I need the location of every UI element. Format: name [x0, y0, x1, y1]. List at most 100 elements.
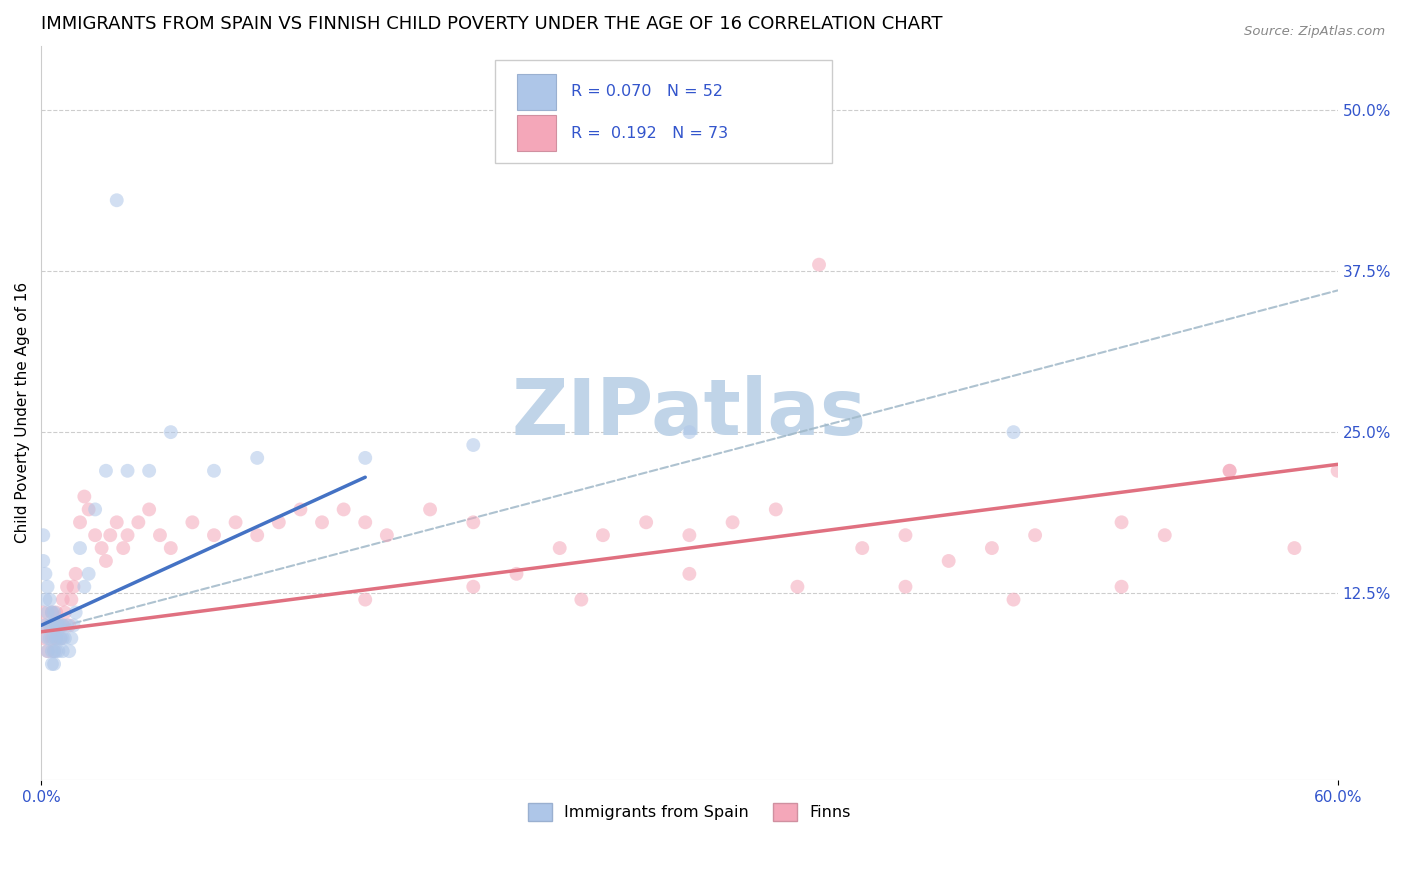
Point [45, 618, 67, 632]
Point [41, 644, 63, 658]
Point [60, 592, 83, 607]
Point [48, 644, 70, 658]
Point [45, 644, 67, 658]
Point [419, 502, 441, 516]
Point [721, 516, 744, 530]
Point [246, 450, 269, 465]
Point [52, 618, 75, 632]
Point [98, 528, 121, 542]
Point [32, 606, 55, 620]
Point [1002, 425, 1025, 439]
Point [138, 464, 160, 478]
Point [636, 516, 658, 530]
Point [159, 425, 181, 439]
Point [138, 502, 160, 516]
Point [52, 644, 75, 658]
Point [332, 502, 354, 516]
Point [1219, 464, 1241, 478]
Point [32, 528, 55, 542]
Point [41, 618, 63, 632]
Point [38, 592, 60, 607]
Point [105, 193, 128, 207]
Point [290, 502, 312, 516]
Point [58, 618, 80, 632]
Point [41, 606, 63, 620]
Point [34, 566, 56, 581]
Point [48, 632, 70, 646]
Point [159, 541, 181, 555]
Point [1219, 464, 1241, 478]
Point [463, 580, 485, 594]
Point [69, 541, 91, 555]
Point [45, 632, 67, 646]
Point [73, 580, 96, 594]
Text: Source: ZipAtlas.com: Source: ZipAtlas.com [1244, 25, 1385, 38]
Point [53, 632, 76, 646]
Point [225, 516, 247, 530]
Point [267, 516, 290, 530]
Point [42, 632, 65, 646]
Point [37, 606, 59, 620]
Point [37, 644, 59, 658]
Point [105, 516, 128, 530]
Point [851, 541, 873, 555]
Point [94, 464, 117, 478]
Point [181, 516, 204, 530]
Y-axis label: Child Poverty Under the Age of 16: Child Poverty Under the Age of 16 [15, 282, 30, 543]
Point [49, 632, 72, 646]
Point [52, 632, 75, 646]
Point [463, 438, 485, 452]
Point [42, 644, 65, 658]
Point [127, 516, 149, 530]
Point [45, 606, 67, 620]
Point [41, 606, 63, 620]
Point [37, 644, 59, 658]
Point [34, 618, 56, 632]
Point [53, 606, 76, 620]
Point [117, 528, 139, 542]
Point [32, 554, 55, 568]
Point [375, 528, 398, 542]
Point [45, 632, 67, 646]
Point [49, 632, 72, 646]
Point [65, 566, 87, 581]
Point [37, 580, 59, 594]
Point [41, 632, 63, 646]
Point [48, 618, 70, 632]
Point [84, 502, 107, 516]
Point [34, 592, 56, 607]
Text: ZIPatlas: ZIPatlas [512, 375, 868, 450]
Point [42, 644, 65, 658]
Point [202, 528, 225, 542]
Point [311, 516, 333, 530]
Point [52, 592, 75, 607]
Text: R = 0.070   N = 52: R = 0.070 N = 52 [571, 85, 724, 99]
FancyBboxPatch shape [495, 61, 832, 163]
Point [938, 554, 960, 568]
FancyBboxPatch shape [517, 74, 555, 110]
Point [678, 425, 700, 439]
Point [112, 541, 135, 555]
Point [678, 566, 700, 581]
Point [56, 618, 79, 632]
Point [117, 464, 139, 478]
Point [202, 464, 225, 478]
Point [49, 618, 72, 632]
Point [678, 528, 700, 542]
Point [354, 516, 377, 530]
Point [77, 566, 100, 581]
Point [463, 516, 485, 530]
Point [1111, 516, 1133, 530]
Point [765, 502, 787, 516]
Point [592, 528, 614, 542]
Point [38, 618, 60, 632]
Point [37, 632, 59, 646]
Legend: Immigrants from Spain, Finns: Immigrants from Spain, Finns [522, 797, 858, 827]
Point [1024, 528, 1046, 542]
Point [41, 657, 63, 671]
Point [73, 490, 96, 504]
Point [77, 502, 100, 516]
Point [34, 618, 56, 632]
Point [38, 632, 60, 646]
Point [65, 606, 87, 620]
